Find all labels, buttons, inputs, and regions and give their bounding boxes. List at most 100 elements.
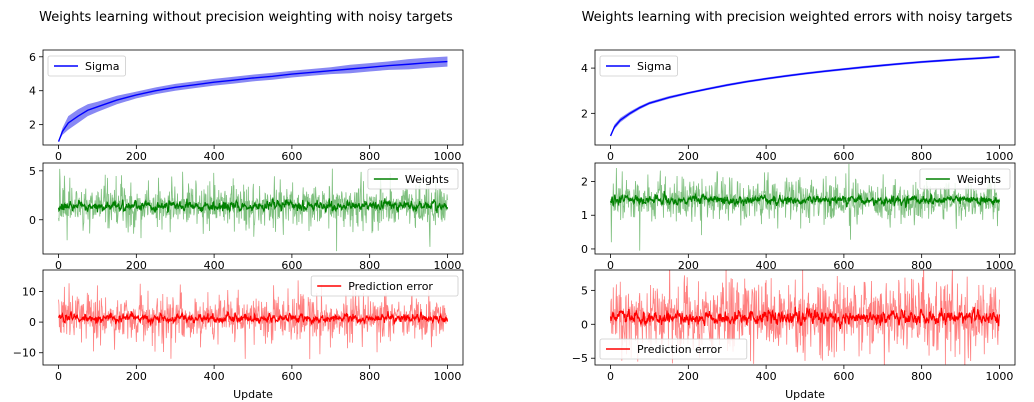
y-tick-label: 4	[29, 85, 36, 98]
x-tick-label: 200	[126, 370, 147, 383]
x-tick-label: 600	[833, 370, 854, 383]
x-tick-label: 400	[756, 259, 777, 272]
legend: Weights	[919, 168, 1011, 190]
plot-area	[57, 56, 448, 142]
y-tick-label: 4	[581, 62, 588, 75]
mean-trace	[609, 190, 1001, 209]
mean-trace	[57, 196, 449, 214]
axes-frame	[594, 162, 1016, 255]
plot-area	[57, 280, 449, 360]
legend-box	[919, 168, 1011, 190]
left-chart: Weights learning without precision weigh…	[13, 10, 464, 401]
x-tick-label: 800	[911, 150, 932, 163]
y-tick-label: 2	[581, 107, 588, 120]
y-tick-label: −10	[13, 347, 36, 360]
legend-label: Prediction error	[348, 280, 433, 293]
x-tick-label: 200	[678, 370, 699, 383]
legend-label: Weights	[957, 173, 1001, 186]
panel-sigma: 2 4 6 0 200 400 600 800 1000 Sigma	[29, 49, 464, 163]
legend-box	[310, 275, 459, 297]
x-tick-label: 600	[281, 259, 302, 272]
x-tick-label: 400	[204, 259, 225, 272]
mean-trace	[609, 306, 1001, 329]
x-tick-label: 400	[756, 150, 777, 163]
legend-label: Prediction error	[637, 343, 722, 356]
right-chart: Weights learning with precision weighted…	[572, 10, 1016, 401]
y-tick-label: 0	[581, 318, 588, 331]
y-tick-label: 5	[581, 284, 588, 297]
x-tick-label: 400	[204, 150, 225, 163]
x-tick-label: 0	[55, 259, 62, 272]
x-tick-label: 800	[359, 370, 380, 383]
legend-box	[599, 338, 748, 360]
raw-trace	[610, 163, 1000, 251]
plot-area	[609, 55, 1000, 137]
raw-trace	[610, 270, 1000, 365]
x-tick-label: 200	[678, 150, 699, 163]
y-tick-label: 0	[581, 243, 588, 256]
x-tick-label: 200	[678, 259, 699, 272]
y-tick-label: 10	[22, 285, 36, 298]
legend-label: Sigma	[637, 60, 671, 73]
legend-box	[367, 168, 459, 190]
x-tick-label: 1000	[433, 150, 461, 163]
x-tick-label: 800	[911, 370, 932, 383]
mean-trace	[57, 311, 449, 327]
y-tick-label: 0	[29, 316, 36, 329]
legend: Prediction error	[310, 275, 459, 297]
right-chart-xlabel: Update	[785, 388, 825, 401]
legend-box	[47, 55, 126, 77]
x-tick-label: 800	[911, 259, 932, 272]
x-tick-label: 600	[833, 150, 854, 163]
plot-area	[609, 163, 1001, 251]
left-chart-title: Weights learning without precision weigh…	[39, 10, 453, 25]
x-tick-label: 0	[55, 150, 62, 163]
y-tick-label: 0	[29, 214, 36, 227]
axes-frame	[42, 49, 464, 146]
right-chart-title: Weights learning with precision weighted…	[582, 10, 1013, 25]
x-tick-label: 200	[126, 150, 147, 163]
panel-prediction-error: −5 0 5 0 200 400 600 800 1000 Prediction error	[572, 269, 1016, 383]
x-tick-label: 0	[607, 259, 614, 272]
x-tick-label: 0	[607, 150, 614, 163]
x-tick-label: 1000	[433, 259, 461, 272]
legend-label: Sigma	[85, 60, 119, 73]
y-tick-label: 1	[581, 209, 588, 222]
axes-frame	[594, 49, 1016, 146]
legend: Sigma	[599, 55, 678, 77]
x-tick-label: 1000	[433, 370, 461, 383]
x-tick-label: 400	[756, 370, 777, 383]
plot-area	[609, 270, 1001, 365]
x-tick-label: 600	[833, 259, 854, 272]
x-tick-label: 600	[281, 150, 302, 163]
raw-trace	[58, 280, 448, 360]
panel-weights: 0 1 2 0 200 400 600 800 1000 Weights	[581, 162, 1016, 272]
x-tick-label: 1000	[985, 259, 1013, 272]
x-tick-label: 1000	[985, 150, 1013, 163]
panel-weights: 0 5 0 200 400 600 800 1000 Weights	[29, 162, 464, 272]
x-tick-label: 400	[204, 370, 225, 383]
legend-box	[599, 55, 678, 77]
x-tick-label: 800	[359, 259, 380, 272]
x-tick-label: 800	[359, 150, 380, 163]
left-chart-xlabel: Update	[233, 388, 273, 401]
y-tick-label: 2	[581, 176, 588, 189]
axes-frame	[42, 162, 464, 255]
axes-frame	[594, 269, 1016, 366]
y-tick-label: −5	[572, 352, 588, 365]
legend-label: Weights	[405, 173, 449, 186]
y-tick-label: 2	[29, 119, 36, 132]
legend: Sigma	[47, 55, 126, 77]
x-tick-label: 0	[55, 370, 62, 383]
sigma-band	[58, 56, 448, 142]
legend: Prediction error	[599, 338, 748, 360]
plot-area	[57, 168, 449, 252]
x-tick-label: 600	[281, 370, 302, 383]
y-tick-label: 6	[29, 51, 36, 64]
x-tick-label: 1000	[985, 370, 1013, 383]
sigma-line	[57, 60, 448, 142]
x-tick-label: 200	[126, 259, 147, 272]
panel-sigma: 2 4 0 200 400 600 800 1000 Sigma	[581, 49, 1016, 163]
axes-frame	[42, 269, 464, 366]
